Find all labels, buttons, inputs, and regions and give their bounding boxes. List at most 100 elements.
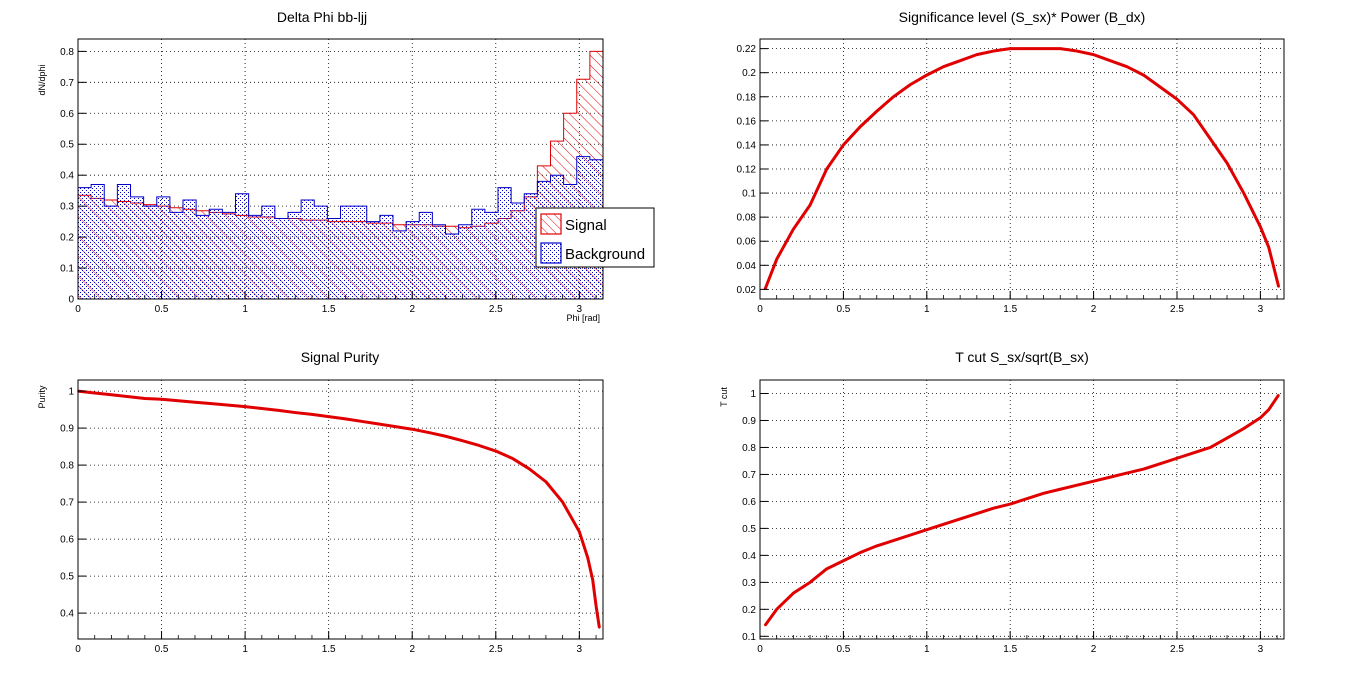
y-tick-label: 0.8 <box>742 443 756 454</box>
y-tick-label: 1 <box>68 387 74 398</box>
data-point <box>1226 437 1228 439</box>
y-axis-label: Purity <box>37 385 47 409</box>
histogram-bars <box>78 50 603 299</box>
data-point <box>1242 192 1245 194</box>
data-point <box>925 528 928 531</box>
data-point <box>1026 47 1028 50</box>
x-axis-label: Phi [rad] <box>566 313 600 323</box>
data-point <box>775 258 778 261</box>
data-point <box>1076 50 1078 52</box>
x-tick-label: 0 <box>75 304 81 315</box>
data-point <box>1042 492 1045 495</box>
data-point <box>842 144 845 146</box>
legend-background-label: Background <box>565 246 645 263</box>
series-line <box>77 389 601 629</box>
y-tick-label: 0.1 <box>60 264 74 275</box>
data-point <box>1109 59 1112 62</box>
y-tick-label: 0.04 <box>737 261 757 272</box>
plot-frame <box>77 38 604 300</box>
data-point <box>294 411 297 414</box>
data-point <box>1267 246 1270 249</box>
data-point <box>478 444 480 447</box>
legend-signal-swatch <box>540 213 562 235</box>
data-point <box>194 401 196 404</box>
x-tick-label: 3 <box>1258 644 1264 655</box>
x-tick-label: 1.5 <box>322 304 336 315</box>
data-point <box>394 425 397 428</box>
data-point <box>1176 98 1178 100</box>
data-point <box>1009 47 1011 50</box>
x-tick-label: 0.5 <box>155 304 169 315</box>
data-point <box>809 204 811 206</box>
y-tick-label: 0.18 <box>737 92 757 103</box>
data-point <box>892 95 895 98</box>
plot-frame <box>77 379 604 640</box>
data-point <box>1259 225 1262 228</box>
data-point <box>792 592 795 594</box>
data-point <box>511 457 514 460</box>
y-tick-label: 0.2 <box>60 233 74 244</box>
x-tick-label: 1 <box>924 644 930 655</box>
y-tick-label: 0.4 <box>60 171 74 182</box>
data-point <box>561 501 564 503</box>
data-point <box>344 418 347 420</box>
data-point <box>925 74 928 76</box>
x-tick-label: 2.5 <box>489 644 503 655</box>
y-tick-label: 0.4 <box>742 551 756 562</box>
data-point <box>942 523 945 526</box>
data-point <box>1226 162 1228 164</box>
y-tick-label: 0.06 <box>737 237 757 248</box>
y-tick-label: 0.9 <box>60 424 74 435</box>
x-tick-label: 1.5 <box>1003 644 1017 655</box>
y-tick-label: 0.7 <box>60 498 74 509</box>
y-tick-label: 0.5 <box>60 572 74 583</box>
data-point <box>244 405 246 408</box>
data-point <box>859 551 861 554</box>
data-point <box>1076 484 1078 487</box>
data-point <box>976 512 978 515</box>
data-point <box>1277 286 1280 288</box>
x-tick-label: 0.5 <box>836 644 850 655</box>
data-point <box>411 428 414 431</box>
series-line <box>763 47 1281 290</box>
data-point <box>909 83 911 86</box>
curve <box>763 47 1281 291</box>
chart-title: T cut S_sx/sqrt(B_sx) <box>955 349 1089 365</box>
x-tick-label: 2 <box>1091 644 1097 655</box>
background-fill <box>78 156 603 299</box>
y-tick-label: 0.7 <box>60 78 74 89</box>
y-tick-label: 0.6 <box>742 497 756 508</box>
axis-ticks: 0 0.5 1 1.5 2 2.5 3 0.1 0.2 0.3 0.4 0.5 0.6 0.7 0.8 0.9… <box>742 389 1278 655</box>
data-point <box>1277 394 1280 396</box>
curve <box>77 389 601 629</box>
data-point <box>144 397 146 400</box>
x-tick-label: 2 <box>1091 304 1097 315</box>
data-point <box>1209 446 1212 449</box>
data-point <box>1092 53 1095 56</box>
data-point <box>1092 480 1095 482</box>
data-point <box>1059 47 1062 50</box>
curve <box>763 394 1280 627</box>
x-tick-label: 3 <box>577 304 583 315</box>
y-tick-label: 0.1 <box>742 189 756 200</box>
data-point <box>764 624 766 627</box>
delta-phi-histogram-panel: Delta Phi bb-ljj 0 0.5 1 1.5 2 2.5 3 0 0.1 0.2 0.3… <box>37 9 655 323</box>
data-point <box>859 126 861 128</box>
data-point <box>825 568 828 570</box>
signal-purity-panel: Signal Purity 0 0.5 1 1.5 2 2.5 30.40.50.60.70… <box>37 349 604 655</box>
y-tick-label: 0.8 <box>60 461 74 472</box>
data-point <box>261 407 263 410</box>
data-point <box>277 409 280 412</box>
data-point <box>428 431 430 434</box>
data-point <box>578 530 581 533</box>
data-point <box>595 604 597 607</box>
data-point <box>775 608 778 611</box>
axis-ticks: 0 0.5 1 1.5 2 2.5 3 0.02 0.04 0.06 0.08 0.1 0.12 0.14… <box>737 44 1278 315</box>
y-tick-label: 1 <box>750 389 756 400</box>
grid <box>760 39 1284 299</box>
data-point <box>528 468 530 470</box>
x-tick-label: 0 <box>757 644 763 655</box>
y-tick-label: 0.5 <box>742 524 756 535</box>
x-tick-label: 1.5 <box>1003 304 1017 315</box>
